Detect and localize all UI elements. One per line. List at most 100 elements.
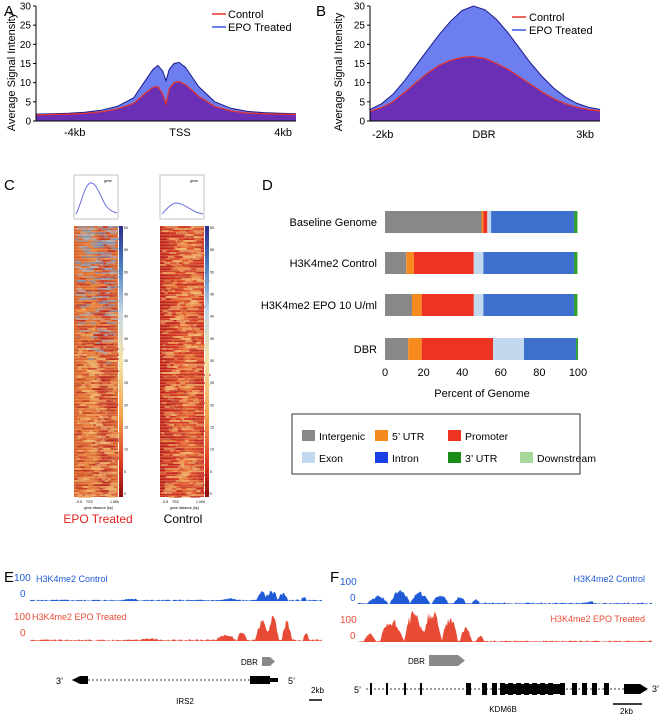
chart-d-legend-label: 3’ UTR (465, 453, 498, 465)
chart-b-areas (369, 5, 601, 121)
heatmap-control-profile-line (161, 202, 204, 215)
chart-d-legend-label: 5’ UTR (392, 431, 425, 443)
tracks-f-gene-exon (604, 683, 609, 695)
chart-a-xlabel-left: -4kb (64, 127, 85, 139)
tracks-f-epo-label: H3K4me2 EPO Treated (550, 614, 645, 624)
chart-d-bar-segment (491, 211, 575, 233)
tracks-e-dbr-label: DBR (241, 658, 258, 667)
tracks-e-gene-exon (250, 676, 270, 684)
chart-a-ytick-label: 25 (20, 21, 32, 32)
tracks-e-3prime: 3’ (56, 676, 63, 686)
chart-b-yticks: 0 5 10 15 20 25 30 (354, 2, 370, 128)
chart-b-ylabel: Average Signal Intensity (333, 12, 345, 131)
chart-d-xlabel: Percent of Genome (434, 388, 529, 400)
chart-d-bar-segment (574, 211, 577, 233)
heatmap-cell (197, 374, 211, 376)
chart-d-xtick: 40 (456, 367, 468, 379)
tracks-f-gene-exon (582, 683, 587, 695)
chart-d-legend-label: Intron (392, 453, 419, 465)
chart-d-legend-swatch (520, 452, 533, 463)
chart-a-ytick-label: 30 (20, 2, 32, 13)
tracks-e: 100 0 H3K4me2 Control 100 0 H3K4me2 EPO … (14, 573, 324, 706)
panel-label-d: D (262, 177, 273, 194)
heatmap-epo-profile-line (75, 182, 118, 215)
chart-b-ytick-label: 15 (354, 59, 366, 70)
chart-b-control-line (369, 55, 601, 112)
chart-a-ytick-label: 5 (25, 97, 31, 108)
chart-b: Average Signal Intensity 0 5 10 15 20 25 30 -2… (333, 2, 601, 141)
chart-d-bar-segment (483, 252, 575, 274)
heatmap-control-xtick-left: -0.5 (162, 500, 168, 504)
tracks-e-epo-max: 100 (14, 612, 31, 623)
chart-d-legend: Intergenic 5’ UTR Promoter Exon Intron 3’ UTR… (291, 413, 596, 475)
chart-d-bar-segment (385, 211, 482, 233)
chart-d-bar-segment (483, 211, 488, 233)
heatmap-colorbar-tick: 20 (124, 403, 128, 407)
chart-b-ytick-label: 10 (354, 78, 366, 89)
tracks-e-scale-label: 2kb (311, 686, 324, 695)
chart-d-bar-segment (576, 338, 578, 360)
chart-d-bars (385, 211, 578, 360)
tracks-f-gene-exon (420, 683, 422, 695)
tracks-e-epo-min: 0 (20, 628, 26, 639)
chart-b-ytick-label: 5 (359, 97, 365, 108)
panel-label-f: F (330, 569, 339, 586)
chart-d-bar-segment (487, 211, 492, 233)
chart-d-xtick: 20 (417, 367, 429, 379)
heatmap-colorbar-tick: 5 (210, 470, 212, 474)
heatmap-colorbar-tick: 60 (210, 226, 214, 230)
tracks-f: 100 0 H3K4me2 Control 100 0 H3K4me2 EPO … (340, 574, 659, 716)
heatmap-colorbar-tick: 60 (124, 226, 128, 230)
tracks-e-5prime: 5’ (288, 676, 295, 686)
heatmap-colorbar-tick: 35 (210, 337, 214, 341)
chart-b-ytick-label: 0 (359, 117, 365, 128)
chart-a-control-line (35, 80, 297, 116)
chart-d-legend-swatch (302, 430, 315, 441)
tracks-f-gene-exon (492, 683, 497, 695)
chart-d-xtick: 0 (382, 367, 388, 379)
chart-b-ytick-label: 30 (354, 2, 366, 13)
tracks-f-gene-exon (370, 683, 372, 695)
chart-d-bar-segment (385, 252, 407, 274)
chart-d-legend-label: Promoter (465, 431, 509, 443)
heatmap-control-profile-legend: gene (190, 179, 198, 183)
chart-a-areas (35, 61, 297, 121)
panel-label-a: A (4, 3, 14, 20)
heatmap-colorbar-tick: 15 (210, 426, 214, 430)
chart-d-bar-segment (577, 211, 578, 233)
chart-d-bar-segment (481, 211, 484, 233)
heatmap-colorbar-tick: 10 (210, 448, 214, 452)
chart-a-legend-control: Control (228, 9, 263, 21)
chart-b-control-area (370, 56, 600, 121)
tracks-f-gene-exon (500, 683, 505, 695)
chart-a-epo-area (36, 62, 296, 121)
heatmap-epo-xtick-right: 1.0Kb (110, 500, 119, 504)
tracks-e-epo-signal (30, 615, 322, 641)
chart-d-bar-segment (574, 294, 577, 316)
chart-d: Baseline Genome H3K4me2 Control H3K4me2 EP… (261, 211, 587, 400)
tracks-f-control-min: 0 (350, 593, 356, 604)
heatmap-colorbar-tick: 15 (124, 426, 128, 430)
heatmap-colorbar-tick: 45 (124, 293, 128, 297)
heatmap-colorbar-tick: 25 (124, 381, 128, 385)
heatmap-colorbar-tick: 45 (210, 293, 214, 297)
tracks-f-control-label: H3K4me2 Control (573, 574, 645, 584)
chart-d-legend-label: Intergenic (319, 431, 365, 443)
heatmap-epo-xtick-mid: TSS (86, 500, 93, 504)
tracks-f-gene-exon (572, 683, 577, 695)
chart-d-category-label: Baseline Genome (290, 217, 377, 229)
chart-d-legend-items: Intergenic 5’ UTR Promoter Exon Intron 3’ UTR… (302, 430, 596, 465)
tracks-f-control-signal (358, 590, 652, 604)
heatmap-control-label: Control (164, 512, 203, 526)
chart-d-legend-swatch (375, 452, 388, 463)
panel-label-c: C (4, 177, 15, 194)
heatmap-colorbar-tick: 50 (210, 270, 214, 274)
chart-a-epo-line (35, 61, 297, 115)
heatmap-control-stripes (160, 226, 204, 497)
heatmap-epo-xcaption: gene distance (bp) (84, 506, 113, 510)
heatmap-colorbar-tick: 50 (124, 270, 128, 274)
chart-a-legend-epo: EPO Treated (228, 22, 292, 34)
